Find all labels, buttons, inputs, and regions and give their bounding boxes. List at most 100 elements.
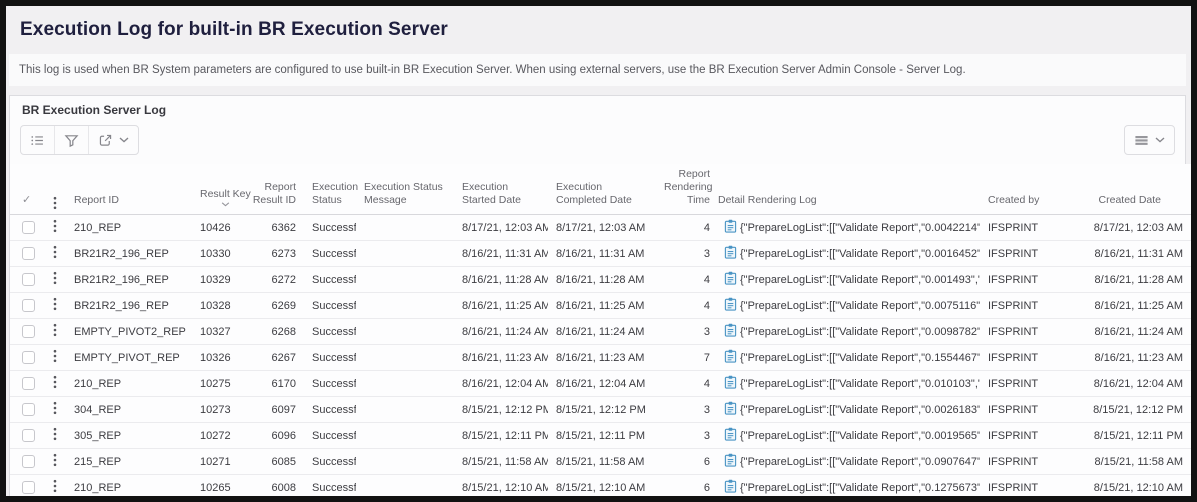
column-header-execution-completed-date[interactable]: Execution Completed Date	[548, 164, 656, 216]
table-row[interactable]: BR21R2_196_REP 10329 6272 Successful 8/1…	[10, 266, 1191, 294]
column-header-created-by[interactable]: Created by	[980, 164, 1080, 216]
detail-log-icon[interactable]	[724, 246, 737, 262]
table-row[interactable]: 304_REP 10273 6097 Successful 8/15/21, 1…	[10, 396, 1191, 424]
detail-log-icon[interactable]	[724, 428, 737, 444]
row-checkbox[interactable]	[22, 299, 35, 313]
detail-log-icon[interactable]	[724, 350, 737, 366]
row-checkbox[interactable]	[22, 377, 35, 391]
row-kebab-menu-button[interactable]	[49, 243, 61, 264]
table-row[interactable]: EMPTY_PIVOT_REP 10326 6267 Successful 8/…	[10, 344, 1191, 372]
table-row[interactable]: 305_REP 10272 6096 Successful 8/15/21, 1…	[10, 422, 1191, 450]
filter-button[interactable]	[55, 126, 89, 154]
row-checkbox[interactable]	[22, 273, 35, 287]
row-checkbox[interactable]	[22, 221, 35, 235]
row-checkbox[interactable]	[22, 455, 35, 469]
cell-result-key: 10327	[192, 318, 250, 346]
detail-log-icon[interactable]	[724, 298, 737, 314]
cell-report-id: BR21R2_196_REP	[66, 292, 192, 320]
cell-execution-completed-date: 8/16/21, 11:25 AM	[548, 292, 656, 320]
cell-execution-completed-date: 8/16/21, 11:24 AM	[548, 318, 656, 346]
table-row[interactable]: 215_REP 10271 6085 Successful 8/15/21, 1…	[10, 448, 1191, 476]
header-kebab-icon[interactable]	[44, 164, 66, 216]
cell-report-rendering-time: 3	[656, 240, 718, 268]
cell-execution-status-message	[356, 344, 454, 372]
detail-log-icon[interactable]	[724, 272, 737, 288]
row-kebab-menu-button[interactable]	[49, 425, 61, 446]
cell-execution-completed-date: 8/16/21, 11:31 AM	[548, 240, 656, 268]
column-header-report-id[interactable]: Report ID	[66, 164, 192, 216]
column-header-detail-rendering-log[interactable]: Detail Rendering Log	[718, 164, 980, 216]
row-menu-cell	[44, 214, 66, 242]
cell-report-rendering-time: 4	[656, 266, 718, 294]
list-view-button[interactable]	[21, 126, 55, 154]
row-kebab-menu-button[interactable]	[49, 217, 61, 238]
cell-created-by: IFSPRINT	[980, 318, 1080, 346]
cell-execution-status: Successful	[304, 422, 356, 450]
detail-log-icon[interactable]	[724, 480, 737, 496]
cell-execution-status: Successful	[304, 266, 356, 294]
cell-created-date: 8/16/21, 11:31 AM	[1080, 240, 1191, 268]
detail-log-icon[interactable]	[724, 376, 737, 392]
row-checkbox-cell	[10, 370, 44, 398]
cell-execution-status-message	[356, 214, 454, 242]
row-checkbox[interactable]	[22, 429, 35, 443]
row-checkbox-cell	[10, 292, 44, 320]
cell-detail-rendering-log: {"PrepareLogList":[["Validate Report","0…	[740, 318, 980, 346]
column-header-execution-status-message[interactable]: Execution Status Message	[356, 164, 454, 216]
cell-execution-started-date: 8/15/21, 12:10 AM	[454, 474, 548, 496]
cell-execution-completed-date: 8/17/21, 12:03 AM	[548, 214, 656, 242]
detail-log-icon[interactable]	[724, 454, 737, 470]
table-row[interactable]: 210_REP 10426 6362 Successful 8/17/21, 1…	[10, 214, 1191, 242]
cell-report-rendering-time: 4	[656, 292, 718, 320]
detail-log-icon-cell	[718, 240, 740, 268]
column-header-execution-started-date[interactable]: Execution Started Date	[454, 164, 548, 216]
cell-created-date: 8/16/21, 11:25 AM	[1080, 292, 1191, 320]
cell-report-result-id: 6085	[250, 448, 304, 476]
cell-execution-started-date: 8/16/21, 11:31 AM	[454, 240, 548, 268]
row-menu-cell	[44, 422, 66, 450]
chevron-down-icon	[119, 137, 129, 143]
cell-created-date: 8/15/21, 12:11 PM	[1080, 422, 1191, 450]
row-checkbox[interactable]	[22, 247, 35, 261]
select-all-control[interactable]: ✓	[10, 164, 44, 216]
row-kebab-menu-button[interactable]	[49, 451, 61, 472]
cell-result-key: 10326	[192, 344, 250, 372]
detail-log-icon[interactable]	[724, 402, 737, 418]
row-menu-cell	[44, 292, 66, 320]
column-header-result-key[interactable]: Result Key	[192, 188, 251, 207]
cell-report-result-id: 6097	[250, 396, 304, 424]
cell-report-result-id: 6267	[250, 344, 304, 372]
row-kebab-menu-button[interactable]	[49, 373, 61, 394]
table-row[interactable]: 210_REP 10265 6008 Successful 8/15/21, 1…	[10, 474, 1191, 496]
column-settings-button[interactable]	[1125, 126, 1174, 154]
cell-created-by: IFSPRINT	[980, 422, 1080, 450]
column-header-created-date[interactable]: Created Date	[1080, 164, 1191, 216]
detail-log-icon[interactable]	[724, 324, 737, 340]
row-kebab-menu-button[interactable]	[49, 477, 61, 496]
row-checkbox[interactable]	[22, 325, 35, 339]
detail-log-icon[interactable]	[724, 220, 737, 236]
export-button[interactable]	[89, 126, 138, 154]
column-header-report-result-id[interactable]: Report Result ID	[252, 181, 296, 207]
column-header-report-rendering-time[interactable]: Report Rendering Time	[656, 164, 718, 216]
row-kebab-menu-button[interactable]	[49, 295, 61, 316]
table-row[interactable]: 210_REP 10275 6170 Successful 8/16/21, 1…	[10, 370, 1191, 398]
row-checkbox[interactable]	[22, 351, 35, 365]
row-kebab-menu-button[interactable]	[49, 399, 61, 420]
cell-report-result-id: 6096	[250, 422, 304, 450]
table-row[interactable]: EMPTY_PIVOT2_REP 10327 6268 Successful 8…	[10, 318, 1191, 346]
table-row[interactable]: BR21R2_196_REP 10328 6269 Successful 8/1…	[10, 292, 1191, 320]
cell-execution-completed-date: 8/15/21, 11:58 AM	[548, 448, 656, 476]
cell-detail-rendering-log: {"PrepareLogList":[["Validate Report","0…	[740, 292, 980, 320]
detail-log-icon-cell	[718, 396, 740, 424]
row-checkbox[interactable]	[22, 481, 35, 495]
row-kebab-menu-button[interactable]	[49, 269, 61, 290]
column-header-execution-status[interactable]: Execution Status	[304, 164, 358, 216]
table-row[interactable]: BR21R2_196_REP 10330 6273 Successful 8/1…	[10, 240, 1191, 268]
row-checkbox[interactable]	[22, 403, 35, 417]
row-kebab-menu-button[interactable]	[49, 347, 61, 368]
row-kebab-menu-button[interactable]	[49, 321, 61, 342]
column-header-group: Result Key Report Result ID	[192, 164, 304, 216]
cell-execution-completed-date: 8/16/21, 11:28 AM	[548, 266, 656, 294]
cell-created-date: 8/15/21, 11:58 AM	[1080, 448, 1191, 476]
